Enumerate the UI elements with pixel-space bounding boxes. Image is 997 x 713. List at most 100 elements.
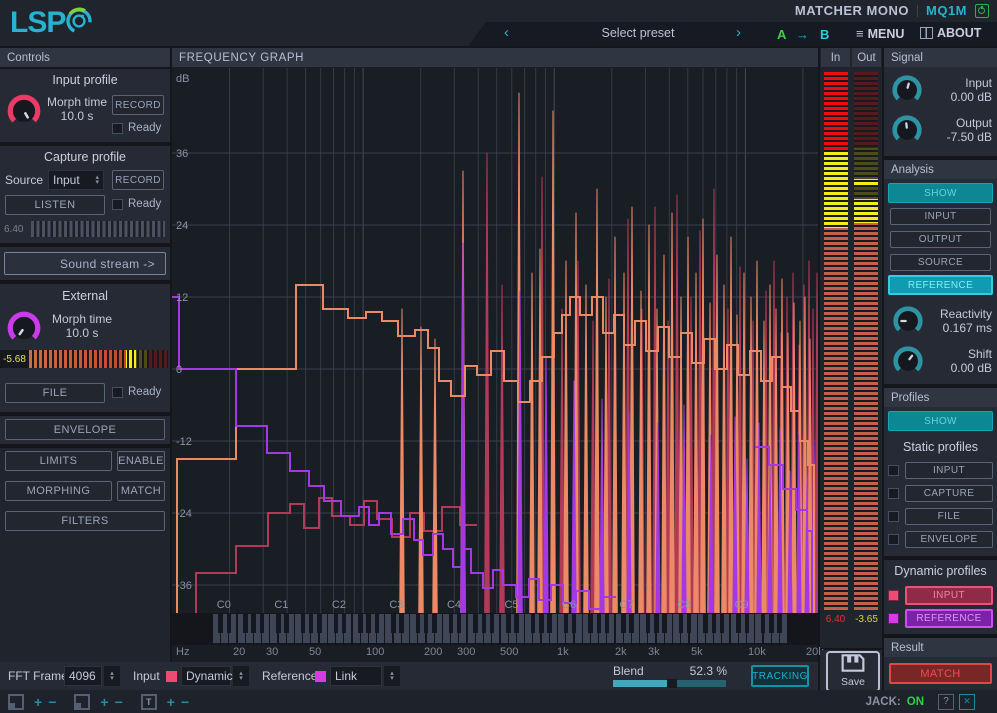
input-profile-title: Input profile xyxy=(0,73,170,87)
reference-mode-value: Link xyxy=(335,669,357,683)
blend-slider[interactable] xyxy=(613,680,726,687)
analysis-show-button[interactable]: SHOW xyxy=(888,183,993,203)
input-mode-spinner[interactable]: ▴▾ xyxy=(233,666,249,686)
preset-next-button[interactable]: › xyxy=(736,24,741,41)
dynamic-profiles-group: Dynamic profiles INPUT REFERENCE xyxy=(884,560,997,634)
freq-tick-label: 500 xyxy=(500,646,518,658)
reactivity-label: Reactivity xyxy=(926,307,992,321)
help-icon[interactable]: ? xyxy=(938,694,954,710)
reference-mode-spinner[interactable]: ▴▾ xyxy=(384,666,400,686)
source-spinner[interactable]: ▴▾ xyxy=(95,175,99,185)
db-tick-label: 36 xyxy=(176,148,188,160)
analysis-reference-button[interactable]: REFERENCE xyxy=(888,275,993,295)
ab-compare-a[interactable]: A xyxy=(777,27,786,42)
input-mode-select[interactable]: Dynamic xyxy=(181,666,231,686)
morph-time-knob[interactable] xyxy=(5,92,43,130)
static-profiles-title: Static profiles xyxy=(884,440,997,454)
input-record-button[interactable]: RECORD xyxy=(112,95,164,115)
menu-button[interactable]: ≡ MENU xyxy=(856,26,904,41)
dynamic-reference-button[interactable]: REFERENCE xyxy=(905,609,993,628)
external-ready-checkbox[interactable] xyxy=(112,387,123,398)
input-ready-checkbox[interactable] xyxy=(112,123,123,134)
morph-time-label: Morph time xyxy=(44,95,110,109)
piano-black-key xyxy=(597,614,602,633)
piano-black-key xyxy=(399,614,404,633)
static-capture-button[interactable]: CAPTURE xyxy=(905,485,993,502)
enable-button[interactable]: ENABLE xyxy=(117,451,165,471)
piano-black-key xyxy=(547,614,552,633)
analysis-output-button[interactable]: OUTPUT xyxy=(890,231,991,248)
font-zoom-in-button[interactable]: + xyxy=(167,694,175,710)
static-capture-checkbox[interactable] xyxy=(888,488,899,499)
dynamic-input-checkbox[interactable] xyxy=(888,590,899,601)
dynamic-reference-checkbox[interactable] xyxy=(888,613,899,624)
about-button[interactable]: ABOUT xyxy=(920,26,981,40)
result-match-button[interactable]: MATCH xyxy=(889,663,992,684)
match-mode-button[interactable]: MATCH xyxy=(117,481,165,501)
envelope-button[interactable]: ENVELOPE xyxy=(5,419,165,440)
piano-black-key xyxy=(449,614,454,633)
sound-stream-button[interactable]: Sound stream -> xyxy=(4,252,166,275)
static-envelope-checkbox[interactable] xyxy=(888,534,899,545)
capture-position-bar[interactable] xyxy=(31,221,165,237)
static-file-button[interactable]: FILE xyxy=(905,508,993,525)
analysis-title: Analysis xyxy=(891,164,934,176)
profiles-show-button[interactable]: SHOW xyxy=(888,411,993,431)
morphing-button[interactable]: MORPHING xyxy=(5,481,112,501)
piano-black-key xyxy=(761,614,766,633)
font-zoom-out-button[interactable]: − xyxy=(181,694,189,710)
power-icon[interactable] xyxy=(975,4,989,18)
output-gain-knob[interactable] xyxy=(890,113,924,147)
piano-black-key xyxy=(301,614,306,633)
static-input-checkbox[interactable] xyxy=(888,465,899,476)
reactivity-readout: Reactivity 0.167 ms xyxy=(926,307,992,335)
result-header: Result xyxy=(884,638,997,657)
freq-tick-label: 3k xyxy=(648,646,660,658)
external-morph-readout: Morph time 10.0 s xyxy=(44,312,120,340)
octave-label: C2 xyxy=(332,599,346,611)
save-button[interactable]: Save xyxy=(826,651,880,692)
analysis-input-button[interactable]: INPUT xyxy=(890,208,991,225)
graph-zoom-out-button[interactable]: − xyxy=(115,694,123,710)
shift-knob[interactable] xyxy=(891,344,925,378)
capture-record-button[interactable]: RECORD xyxy=(112,170,164,190)
graph-zoom-in-button[interactable]: + xyxy=(100,694,108,710)
ab-compare-b[interactable]: B xyxy=(820,27,829,42)
piano-black-key xyxy=(218,614,223,633)
static-input-button[interactable]: INPUT xyxy=(905,462,993,479)
octave-label: C7 xyxy=(620,599,634,611)
capture-ready-checkbox[interactable] xyxy=(112,199,123,210)
static-file-checkbox[interactable] xyxy=(888,511,899,522)
piano-black-key xyxy=(260,614,265,633)
window-zoom-in-button[interactable]: + xyxy=(34,694,42,710)
morph-time-value: 10.0 s xyxy=(44,109,110,123)
plugin-name: MATCHER MONO xyxy=(795,3,909,18)
piano-black-key xyxy=(391,614,396,633)
preset-prev-button[interactable]: ‹ xyxy=(504,24,509,41)
external-morph-knob[interactable] xyxy=(5,309,43,347)
input-gain-knob[interactable] xyxy=(890,73,924,107)
dynamic-input-button[interactable]: INPUT xyxy=(905,586,993,605)
reference-mode-select[interactable]: Link xyxy=(330,666,382,686)
window-zoom-out-button[interactable]: − xyxy=(48,694,56,710)
piano-black-key xyxy=(457,614,462,633)
file-button[interactable]: FILE xyxy=(5,383,105,403)
logo-gear-icon xyxy=(63,4,95,41)
input-ready-label: Ready xyxy=(128,122,161,134)
listen-button[interactable]: LISTEN xyxy=(5,195,105,215)
freq-tick-label: 1k xyxy=(557,646,569,658)
preset-label[interactable]: Select preset xyxy=(548,26,728,40)
limits-button[interactable]: LIMITS xyxy=(5,451,112,471)
piano-black-key xyxy=(679,614,684,633)
fullscreen-icon[interactable]: ✕ xyxy=(959,694,975,710)
fft-frame-select[interactable]: 4096 xyxy=(64,666,102,686)
fft-frame-spinner[interactable]: ▴▾ xyxy=(104,666,120,686)
tracking-button[interactable]: TRACKING xyxy=(751,665,809,687)
shift-value: 0.00 dB xyxy=(926,361,992,375)
reactivity-knob[interactable] xyxy=(891,304,925,338)
analysis-source-button[interactable]: SOURCE xyxy=(890,254,991,271)
blend-slider-thumb[interactable] xyxy=(667,679,677,688)
filters-button[interactable]: FILTERS xyxy=(5,511,165,531)
static-envelope-button[interactable]: ENVELOPE xyxy=(905,531,993,548)
source-select[interactable]: Input ▴▾ xyxy=(48,170,104,190)
